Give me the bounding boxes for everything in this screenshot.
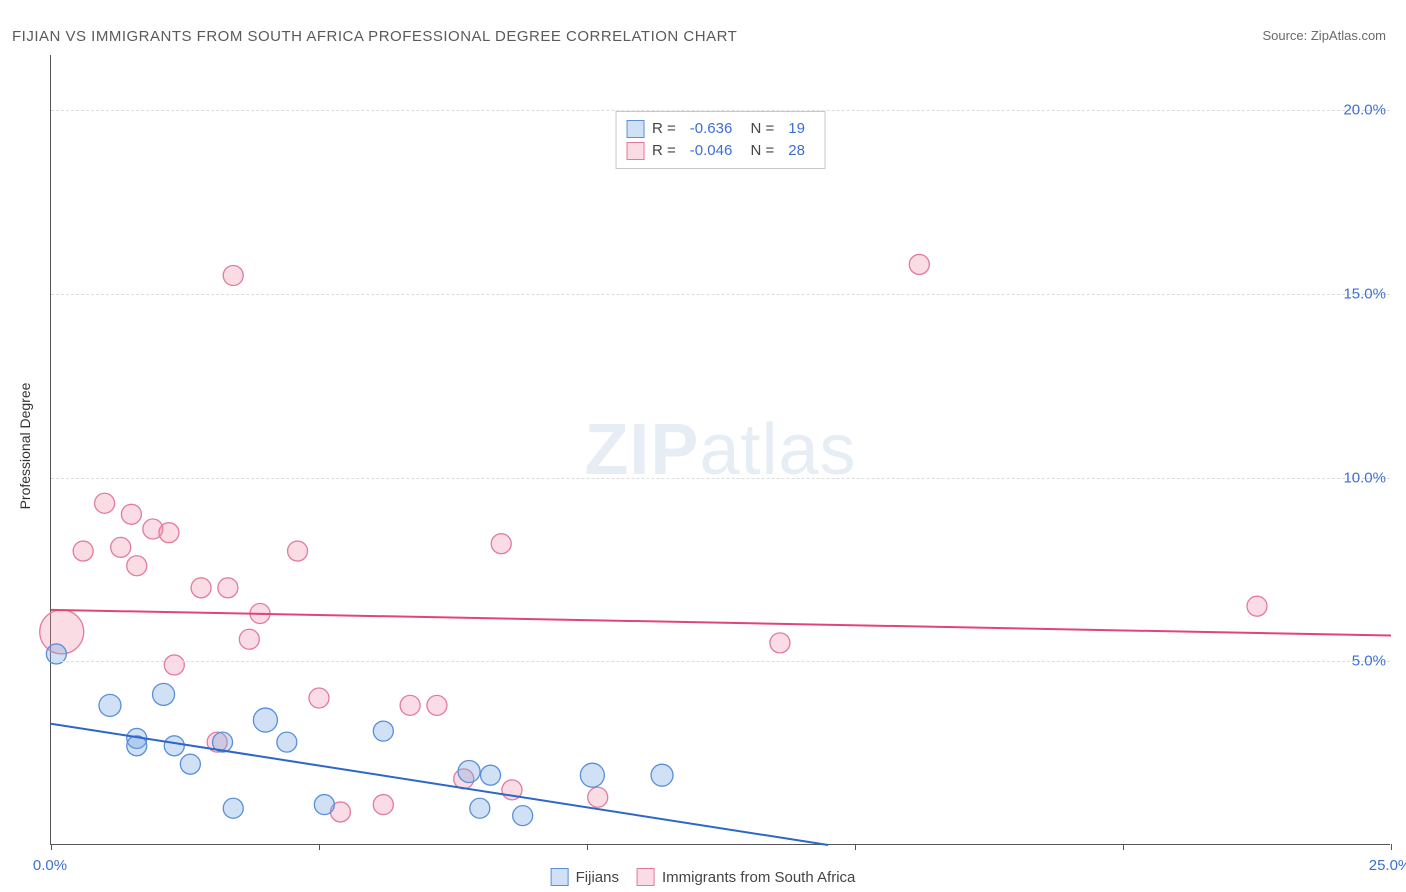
south-africa-point (127, 556, 147, 576)
stat-n-label: N = (746, 118, 774, 140)
legend-item: Immigrants from South Africa (637, 868, 855, 886)
fijians-trendline (51, 724, 828, 845)
fijians-point (223, 798, 243, 818)
south-africa-point (164, 655, 184, 675)
stat-n-value: 28 (788, 140, 805, 162)
chart-title: FIJIAN VS IMMIGRANTS FROM SOUTH AFRICA P… (12, 28, 737, 45)
legend-label: Immigrants from South Africa (662, 869, 855, 886)
stat-r-label: R = (652, 140, 676, 162)
source-label: Source: ZipAtlas.com (1262, 28, 1386, 43)
south-africa-point (770, 633, 790, 653)
south-africa-point (121, 504, 141, 524)
stat-r-label: R = (652, 118, 676, 140)
fijians-point (580, 763, 604, 787)
fijians-point (481, 765, 501, 785)
chart-container: FIJIAN VS IMMIGRANTS FROM SOUTH AFRICA P… (0, 0, 1406, 892)
x-tick (1391, 844, 1392, 850)
stat-n-value: 19 (788, 118, 805, 140)
south-africa-point (1247, 596, 1267, 616)
south-africa-point (288, 541, 308, 561)
south-africa-point (309, 688, 329, 708)
plot-area: ZIPatlas R =-0.636 N =19R =-0.046 N =28 (50, 55, 1390, 845)
fijians-point (277, 732, 297, 752)
correlation-legend: R = -0.636 N = 19 R = -0.046 N = 28 (615, 111, 826, 169)
x-tick (319, 844, 320, 850)
stat-r-value: -0.636 (690, 118, 733, 140)
gridline-h (51, 294, 1390, 295)
south-africa-point (427, 695, 447, 715)
south-africa-point (95, 493, 115, 513)
fijians-point (513, 806, 533, 826)
south-africa-point (73, 541, 93, 561)
south-africa-point (191, 578, 211, 598)
stat-n-label: N = (746, 140, 774, 162)
legend-label: Fijians (576, 869, 619, 886)
x-tick (51, 844, 52, 850)
scatter-plot-svg (51, 55, 1390, 844)
south-africa-point (223, 265, 243, 285)
south-africa-point (218, 578, 238, 598)
x-tick-label: 0.0% (33, 857, 67, 874)
south-africa-point (373, 795, 393, 815)
stat-legend-row: R = -0.636 N = 19 (626, 118, 811, 140)
stat-legend-row: R = -0.046 N = 28 (626, 140, 811, 162)
south-africa-point (909, 254, 929, 274)
south-africa-point (400, 695, 420, 715)
x-tick-label: 25.0% (1369, 857, 1406, 874)
south-africa-point (588, 787, 608, 807)
y-tick-label: 5.0% (1352, 653, 1386, 670)
fijians-point (651, 764, 673, 786)
x-tick (587, 844, 588, 850)
south-africa-point (159, 523, 179, 543)
fijians-point (470, 798, 490, 818)
fijians-point (164, 736, 184, 756)
gridline-h (51, 110, 1390, 111)
gridline-h (51, 661, 1390, 662)
fijians-point (99, 694, 121, 716)
south-africa-point (111, 537, 131, 557)
south-africa-point (239, 629, 259, 649)
x-tick (1123, 844, 1124, 850)
south-africa-point (491, 534, 511, 554)
y-tick-label: 15.0% (1343, 285, 1386, 302)
legend-swatch (551, 868, 569, 886)
fijians-point (180, 754, 200, 774)
fijians-point (314, 795, 334, 815)
fijians-point (153, 683, 175, 705)
x-tick (855, 844, 856, 850)
fijians-point (253, 708, 277, 732)
legend-swatch (637, 868, 655, 886)
legend-swatch (626, 142, 644, 160)
legend-item: Fijians (551, 868, 619, 886)
y-axis-label: Professional Degree (17, 383, 33, 510)
legend-swatch (626, 120, 644, 138)
gridline-h (51, 478, 1390, 479)
fijians-point (458, 761, 480, 783)
y-tick-label: 10.0% (1343, 469, 1386, 486)
fijians-point (373, 721, 393, 741)
stat-r-value: -0.046 (690, 140, 733, 162)
series-legend: Fijians Immigrants from South Africa (551, 868, 856, 886)
y-tick-label: 20.0% (1343, 102, 1386, 119)
